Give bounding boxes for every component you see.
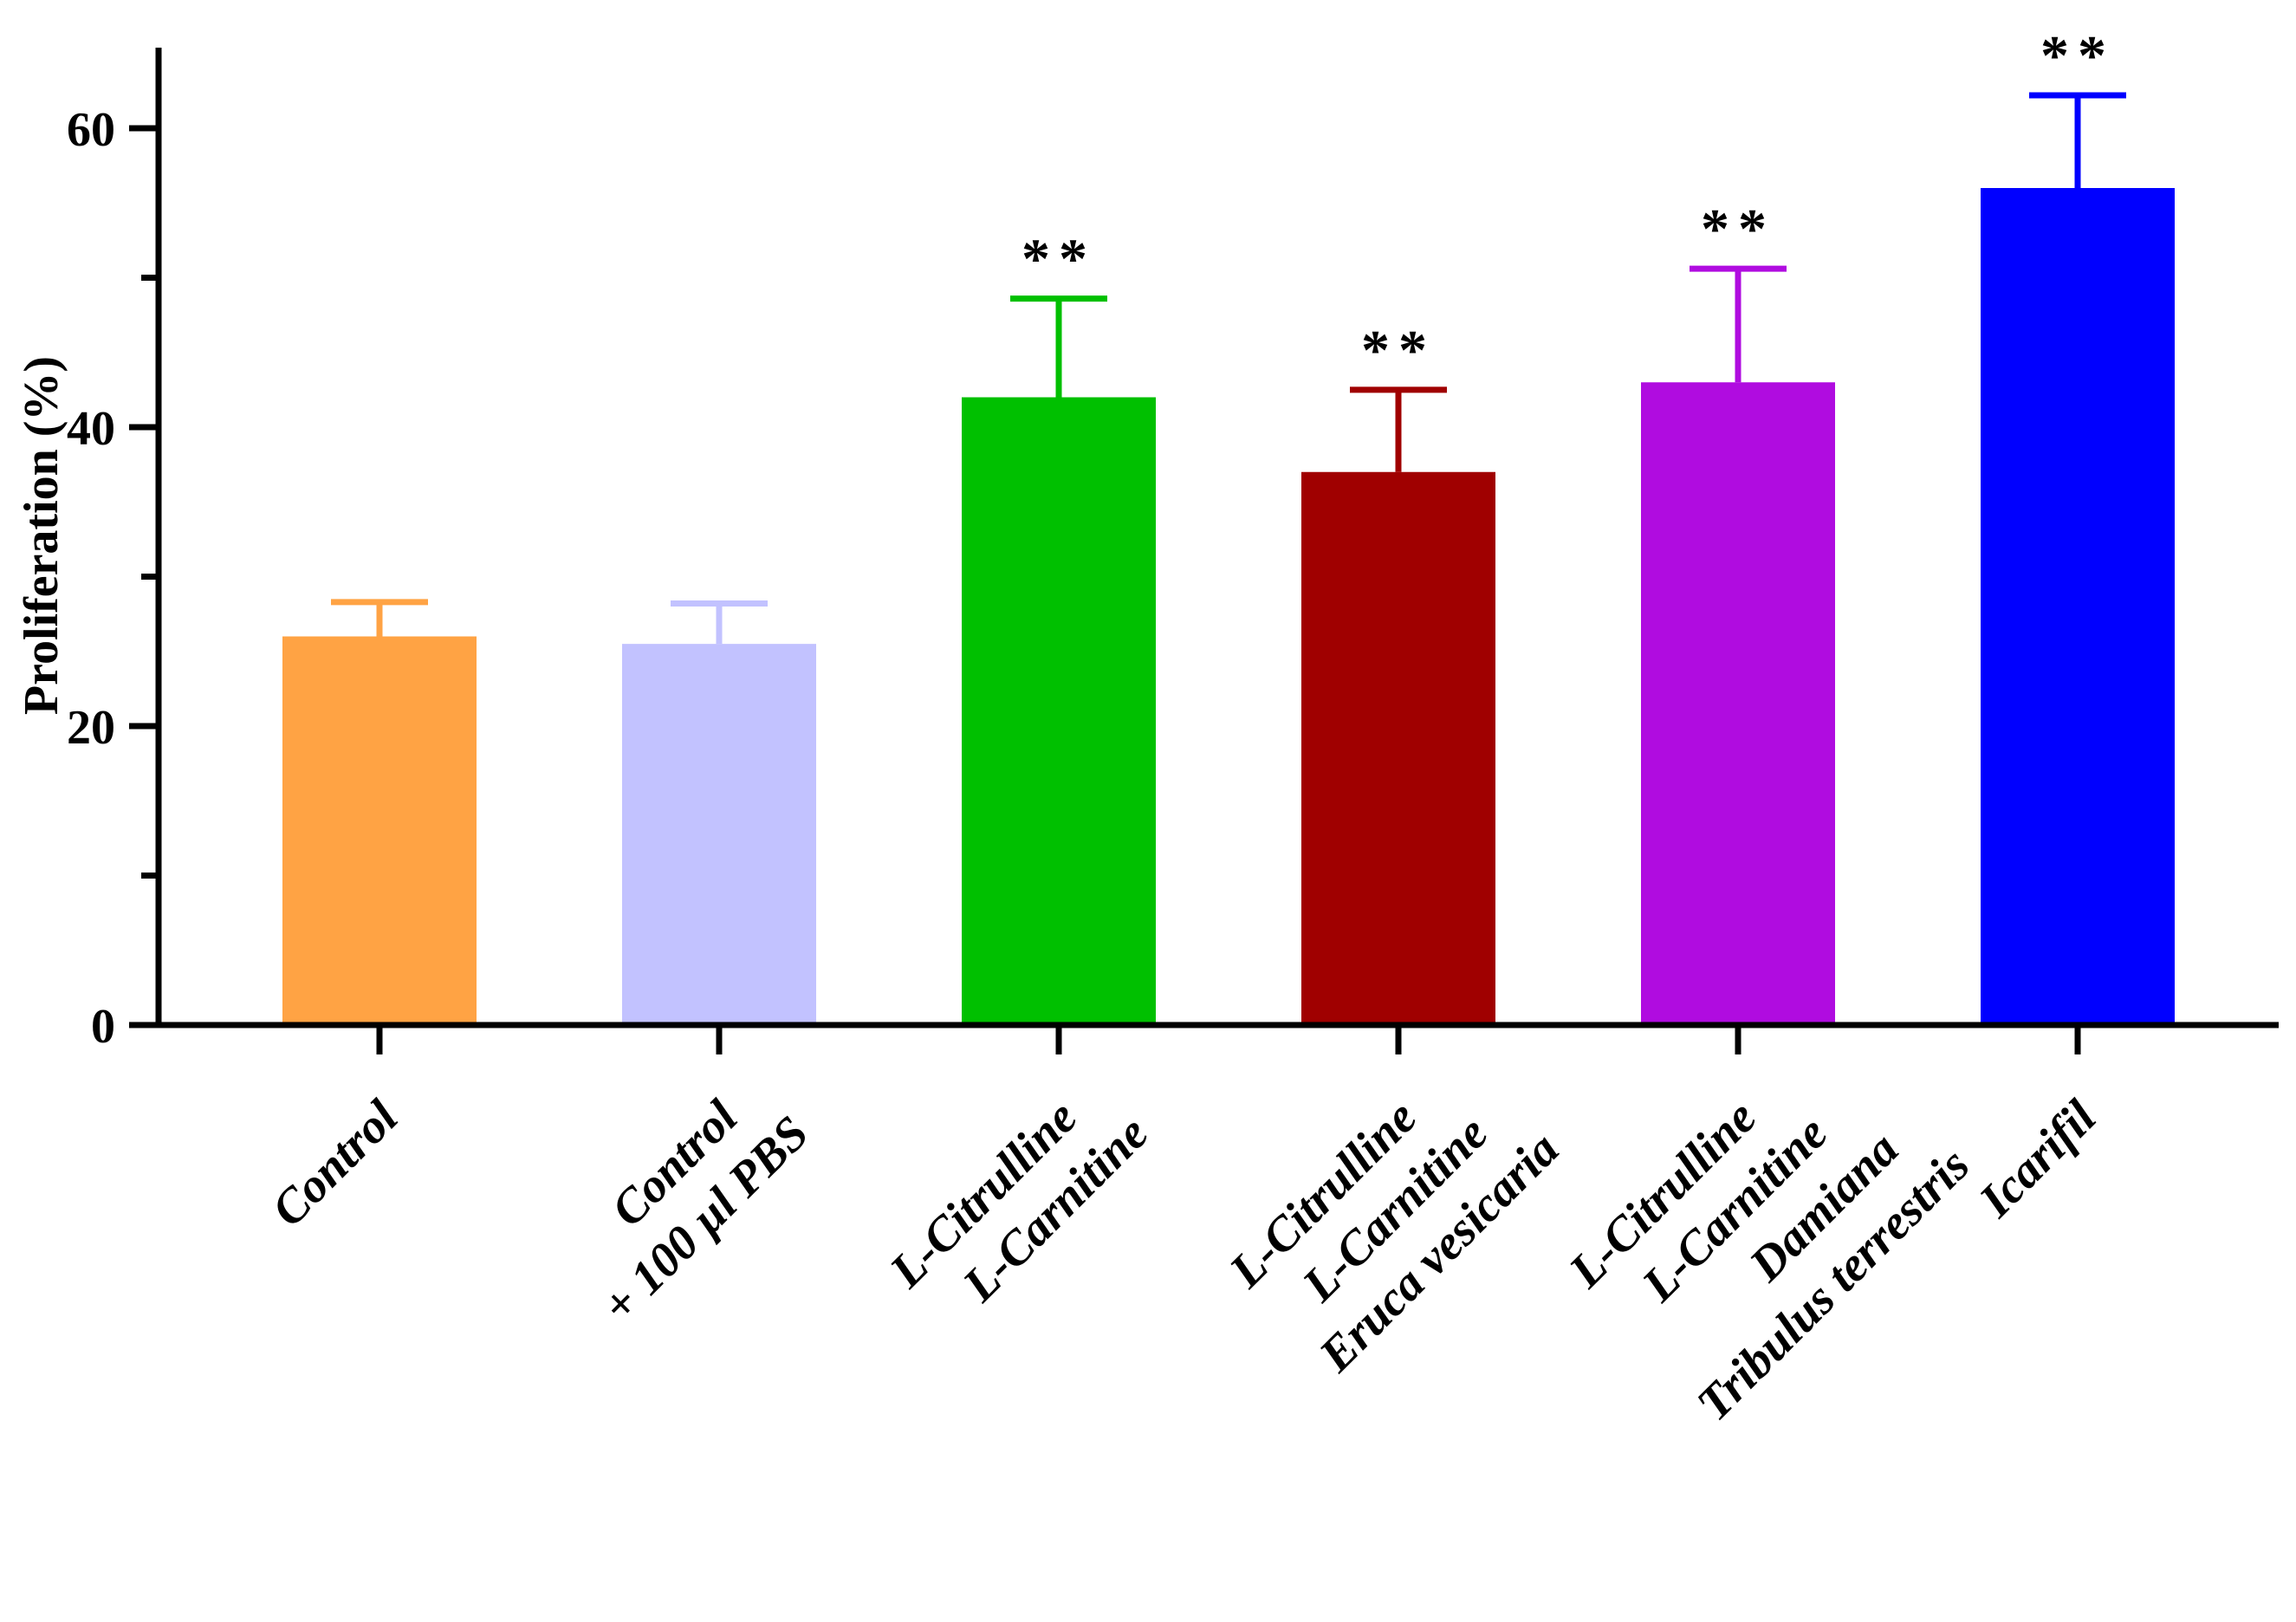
x-tick-label-1: Control xyxy=(262,1090,409,1237)
x-tick-label-6: Icarifil xyxy=(1968,1090,2106,1228)
x-tick-label-line: Icarifil xyxy=(1968,1090,2106,1228)
error-bars-group xyxy=(331,92,2126,645)
bar-1 xyxy=(282,636,477,1025)
x-tick-label-4: L-CitrullineL-CarnitineEruca vesicaria xyxy=(1219,1035,1569,1385)
x-tick-label-line: Control xyxy=(262,1090,409,1237)
y-tick-label: 40 xyxy=(67,402,115,456)
axes-group xyxy=(155,48,2279,1028)
y-tick-label: 60 xyxy=(67,103,115,157)
significance-marker-4: ** xyxy=(1361,319,1436,382)
significance-marker-6: ** xyxy=(2040,24,2115,88)
ticks-group: 0 20 40 60 xyxy=(67,103,2081,1054)
bar-3 xyxy=(962,397,1156,1025)
significance-marker-5: ** xyxy=(1701,198,1775,261)
significance-marker-3: ** xyxy=(1022,228,1096,291)
y-tick-label: 0 xyxy=(91,1000,115,1054)
y-tick-label: 20 xyxy=(67,701,115,755)
bar-4 xyxy=(1301,471,1495,1025)
bar-5 xyxy=(1641,382,1835,1025)
x-labels-group: Control Control+ 100 µl PBS L-CitrullineL-… xyxy=(262,1008,2107,1431)
bar-2 xyxy=(622,644,816,1025)
x-tick-label-5: L-CitrullineL-CarnitineDamianaTribulus t… xyxy=(1556,1008,1980,1431)
bar-6 xyxy=(1981,188,2175,1025)
x-tick-label-2: Control+ 100 µl PBS xyxy=(548,1063,819,1333)
bars-group xyxy=(282,188,2175,1025)
y-axis-title: Proliferation (%) xyxy=(15,356,68,715)
x-tick-label-3: L-CitrullineL-Carnitine xyxy=(879,1063,1158,1342)
significance-group: ** ** ** ** xyxy=(1022,24,2115,382)
